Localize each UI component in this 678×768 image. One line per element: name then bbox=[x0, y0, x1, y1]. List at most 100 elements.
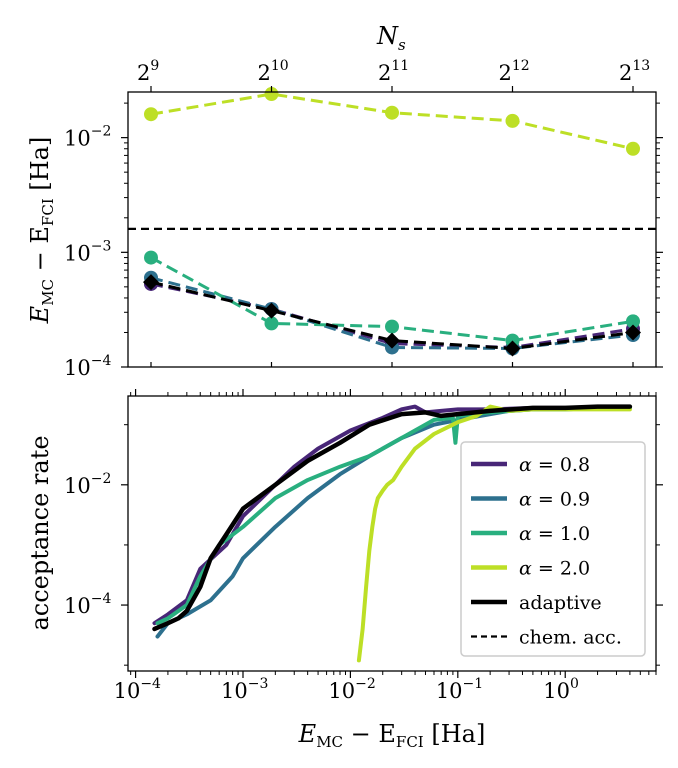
top-series-marker bbox=[144, 107, 158, 122]
top-xtick-label: 211 bbox=[378, 58, 409, 85]
top-ytick-label: 10−2 bbox=[64, 124, 111, 151]
top-series-marker bbox=[385, 105, 399, 120]
tick-exp: −1 bbox=[463, 676, 484, 692]
tick-base: 10 bbox=[64, 356, 91, 380]
tick-base: 2 bbox=[619, 61, 632, 85]
bottom-xtick-label: 10−1 bbox=[436, 676, 483, 703]
top-ylabel-mid: − E bbox=[26, 226, 54, 279]
top-series-marker bbox=[385, 319, 399, 334]
top-xtick-label: 212 bbox=[499, 58, 530, 85]
bottom-ytick-label: 10−2 bbox=[64, 471, 111, 498]
legend-label-suffix: = 0.8 bbox=[532, 454, 590, 476]
top-series-marker bbox=[143, 274, 159, 291]
tick-exp: 10 bbox=[271, 58, 289, 74]
tick-base: 2 bbox=[378, 61, 391, 85]
top-ytick-label: 10−4 bbox=[64, 353, 111, 380]
top-ylabel-unit: [Ha] bbox=[26, 137, 54, 199]
legend-label-suffix: = 1.0 bbox=[532, 523, 590, 545]
tick-base: 10 bbox=[328, 679, 355, 703]
bottom-ylabel: acceptance rate bbox=[26, 435, 54, 630]
top-series-marker bbox=[626, 141, 640, 156]
top-series-line bbox=[150, 92, 634, 151]
top-series-marker bbox=[264, 87, 279, 102]
tick-exp: −4 bbox=[91, 353, 112, 369]
legend-label: chem. acc. bbox=[519, 627, 622, 649]
tick-exp: −2 bbox=[355, 676, 376, 692]
tick-exp: −4 bbox=[91, 591, 112, 607]
top-xlabel: Ns bbox=[376, 22, 406, 54]
tick-base: 10 bbox=[543, 679, 570, 703]
tick-base: 2 bbox=[258, 61, 271, 85]
bottom-xtick-label: 10−4 bbox=[114, 676, 161, 703]
legend-label-suffix: = 2.0 bbox=[532, 558, 590, 580]
legend-label-prefix: α bbox=[519, 489, 532, 511]
bottom-ytick-label: 10−4 bbox=[64, 591, 111, 618]
tick-exp: 12 bbox=[512, 58, 530, 74]
top-series-line bbox=[150, 276, 634, 350]
top-series-marker bbox=[626, 314, 640, 329]
tick-base: 10 bbox=[436, 679, 463, 703]
bottom-xlabel-mid: − E bbox=[343, 720, 396, 748]
legend-label: α = 1.0 bbox=[519, 523, 590, 545]
tick-exp: 9 bbox=[150, 58, 159, 74]
top-series-marker bbox=[384, 332, 400, 349]
legend-label: α = 0.9 bbox=[519, 489, 590, 511]
top-series-marker bbox=[144, 250, 158, 265]
top-series-marker bbox=[505, 113, 520, 128]
tick-exp: 0 bbox=[570, 676, 579, 692]
tick-exp: 13 bbox=[632, 58, 650, 74]
tick-base: 10 bbox=[221, 679, 248, 703]
tick-base: 10 bbox=[64, 127, 91, 151]
tick-exp: −3 bbox=[248, 676, 269, 692]
bottom-series-line bbox=[152, 404, 633, 632]
top-ylabel-sub2: FCI bbox=[39, 198, 57, 226]
bottom-xlabel-sub2: FCI bbox=[396, 733, 424, 751]
bottom-xtick-label: 100 bbox=[543, 676, 579, 703]
bottom-xtick-label: 10−3 bbox=[221, 676, 268, 703]
bottom-xlabel-unit: [Ha] bbox=[424, 720, 486, 748]
tick-base: 10 bbox=[114, 679, 141, 703]
tick-base: 10 bbox=[64, 594, 91, 618]
bottom-axes-frame bbox=[127, 395, 657, 672]
bottom-xlabel: EMC − EFCI [Ha] bbox=[298, 720, 486, 751]
legend-label: α = 2.0 bbox=[519, 558, 590, 580]
tick-base: 2 bbox=[499, 61, 512, 85]
tick-exp: −4 bbox=[140, 676, 161, 692]
bottom-xtick-label: 10−2 bbox=[328, 676, 375, 703]
legend-label-prefix: α bbox=[519, 523, 532, 545]
top-series-marker bbox=[504, 340, 521, 357]
top-ylabel-sub1: MC bbox=[39, 279, 57, 306]
legend-label-suffix: adaptive bbox=[519, 592, 602, 614]
tick-base: 10 bbox=[64, 474, 91, 498]
tick-exp: 11 bbox=[391, 58, 409, 74]
top-plot-area bbox=[128, 87, 656, 357]
tick-exp: −2 bbox=[91, 471, 112, 487]
top-series-marker bbox=[263, 302, 280, 319]
bottom-xlabel-E1: E bbox=[298, 720, 317, 748]
top-xtick-label: 213 bbox=[619, 58, 650, 85]
top-ylabel: EMC − EFCI [Ha] bbox=[26, 137, 57, 325]
top-ylabel-E1: E bbox=[26, 305, 54, 324]
top-series-line bbox=[150, 280, 634, 351]
tick-exp: −3 bbox=[91, 238, 112, 254]
legend-label-suffix: chem. acc. bbox=[519, 627, 622, 649]
tick-exp: −2 bbox=[91, 124, 112, 140]
top-xlabel-sub: s bbox=[398, 36, 406, 54]
top-xtick-label: 210 bbox=[258, 58, 289, 85]
tick-base: 10 bbox=[64, 241, 91, 265]
legend-label-prefix: α bbox=[519, 558, 532, 580]
legend: α = 0.8α = 0.9α = 1.0α = 2.0adaptivechem… bbox=[460, 441, 646, 657]
legend-label: α = 0.8 bbox=[519, 454, 590, 476]
legend-label: adaptive bbox=[519, 592, 602, 614]
bottom-plot-area bbox=[152, 404, 633, 663]
legend-label-suffix: = 0.9 bbox=[532, 489, 590, 511]
legend-label-prefix: α bbox=[519, 454, 532, 476]
top-series-marker bbox=[264, 316, 279, 331]
top-ytick-label: 10−3 bbox=[64, 238, 111, 265]
bottom-xlabel-sub1: MC bbox=[316, 733, 343, 751]
